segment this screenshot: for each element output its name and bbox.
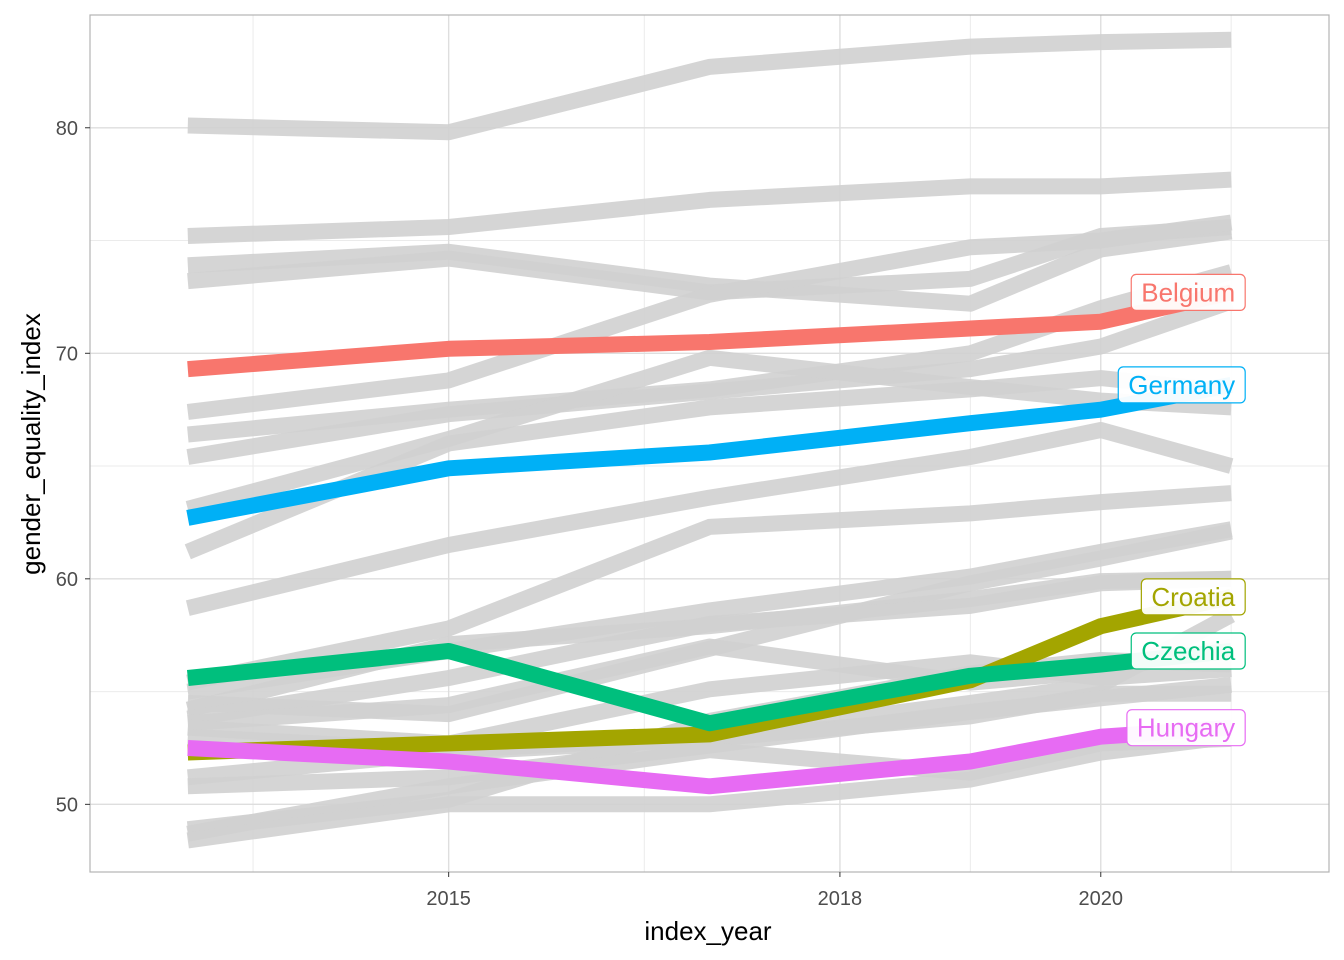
y-tick-label: 50: [56, 794, 78, 816]
y-axis-ticks: 50 60 70 80: [56, 118, 90, 816]
x-tick-label: 2020: [1079, 888, 1124, 910]
callout-label-hungary: Hungary: [1137, 713, 1235, 743]
y-axis-title: gender_equality_index: [16, 313, 46, 575]
callout-hungary: Hungary: [1126, 709, 1246, 747]
background-series-line: [186, 570, 1232, 727]
series-line-hungary: [187, 719, 1232, 795]
highlighted-country-lines: [186, 284, 1233, 795]
callout-box-germany: [1117, 366, 1246, 404]
callout-croatia: Croatia: [1140, 578, 1246, 616]
x-axis-ticks: 2015 2018 2020: [426, 872, 1123, 910]
y-tick-label: 70: [56, 343, 78, 365]
callout-box-belgium: [1130, 273, 1246, 311]
background-series-line: [186, 728, 1233, 849]
callout-czechia: Czechia: [1130, 632, 1246, 670]
callout-germany: Germany: [1117, 366, 1246, 404]
series-callouts: Belgium Germany Croatia Czechia Hungary: [1117, 273, 1246, 747]
background-series-line: [187, 171, 1232, 244]
series-line-germany: [186, 377, 1233, 526]
background-series-line: [185, 422, 1234, 616]
series-line-belgium: [187, 284, 1233, 378]
x-axis-title: index_year: [644, 916, 772, 946]
y-tick-label: 60: [56, 569, 78, 591]
callout-box-croatia: [1140, 578, 1246, 616]
callout-label-croatia: Croatia: [1151, 582, 1235, 612]
background-series-line: [187, 31, 1232, 141]
callout-box-czechia: [1130, 632, 1246, 670]
x-tick-label: 2018: [818, 888, 863, 910]
callout-label-germany: Germany: [1128, 370, 1235, 400]
callout-label-czechia: Czechia: [1141, 636, 1235, 666]
x-tick-label: 2015: [426, 888, 471, 910]
panel-border: [89, 14, 1330, 873]
background-series-line: [186, 214, 1233, 420]
background-series-line: [187, 676, 1233, 795]
series-line-czechia: [186, 643, 1233, 732]
callout-label-belgium: Belgium: [1141, 277, 1235, 307]
callout-box-hungary: [1126, 709, 1246, 747]
background-series-line: [187, 223, 1233, 312]
y-tick-label: 80: [56, 118, 78, 140]
callout-belgium: Belgium: [1130, 273, 1246, 311]
background-series-line: [186, 485, 1232, 691]
